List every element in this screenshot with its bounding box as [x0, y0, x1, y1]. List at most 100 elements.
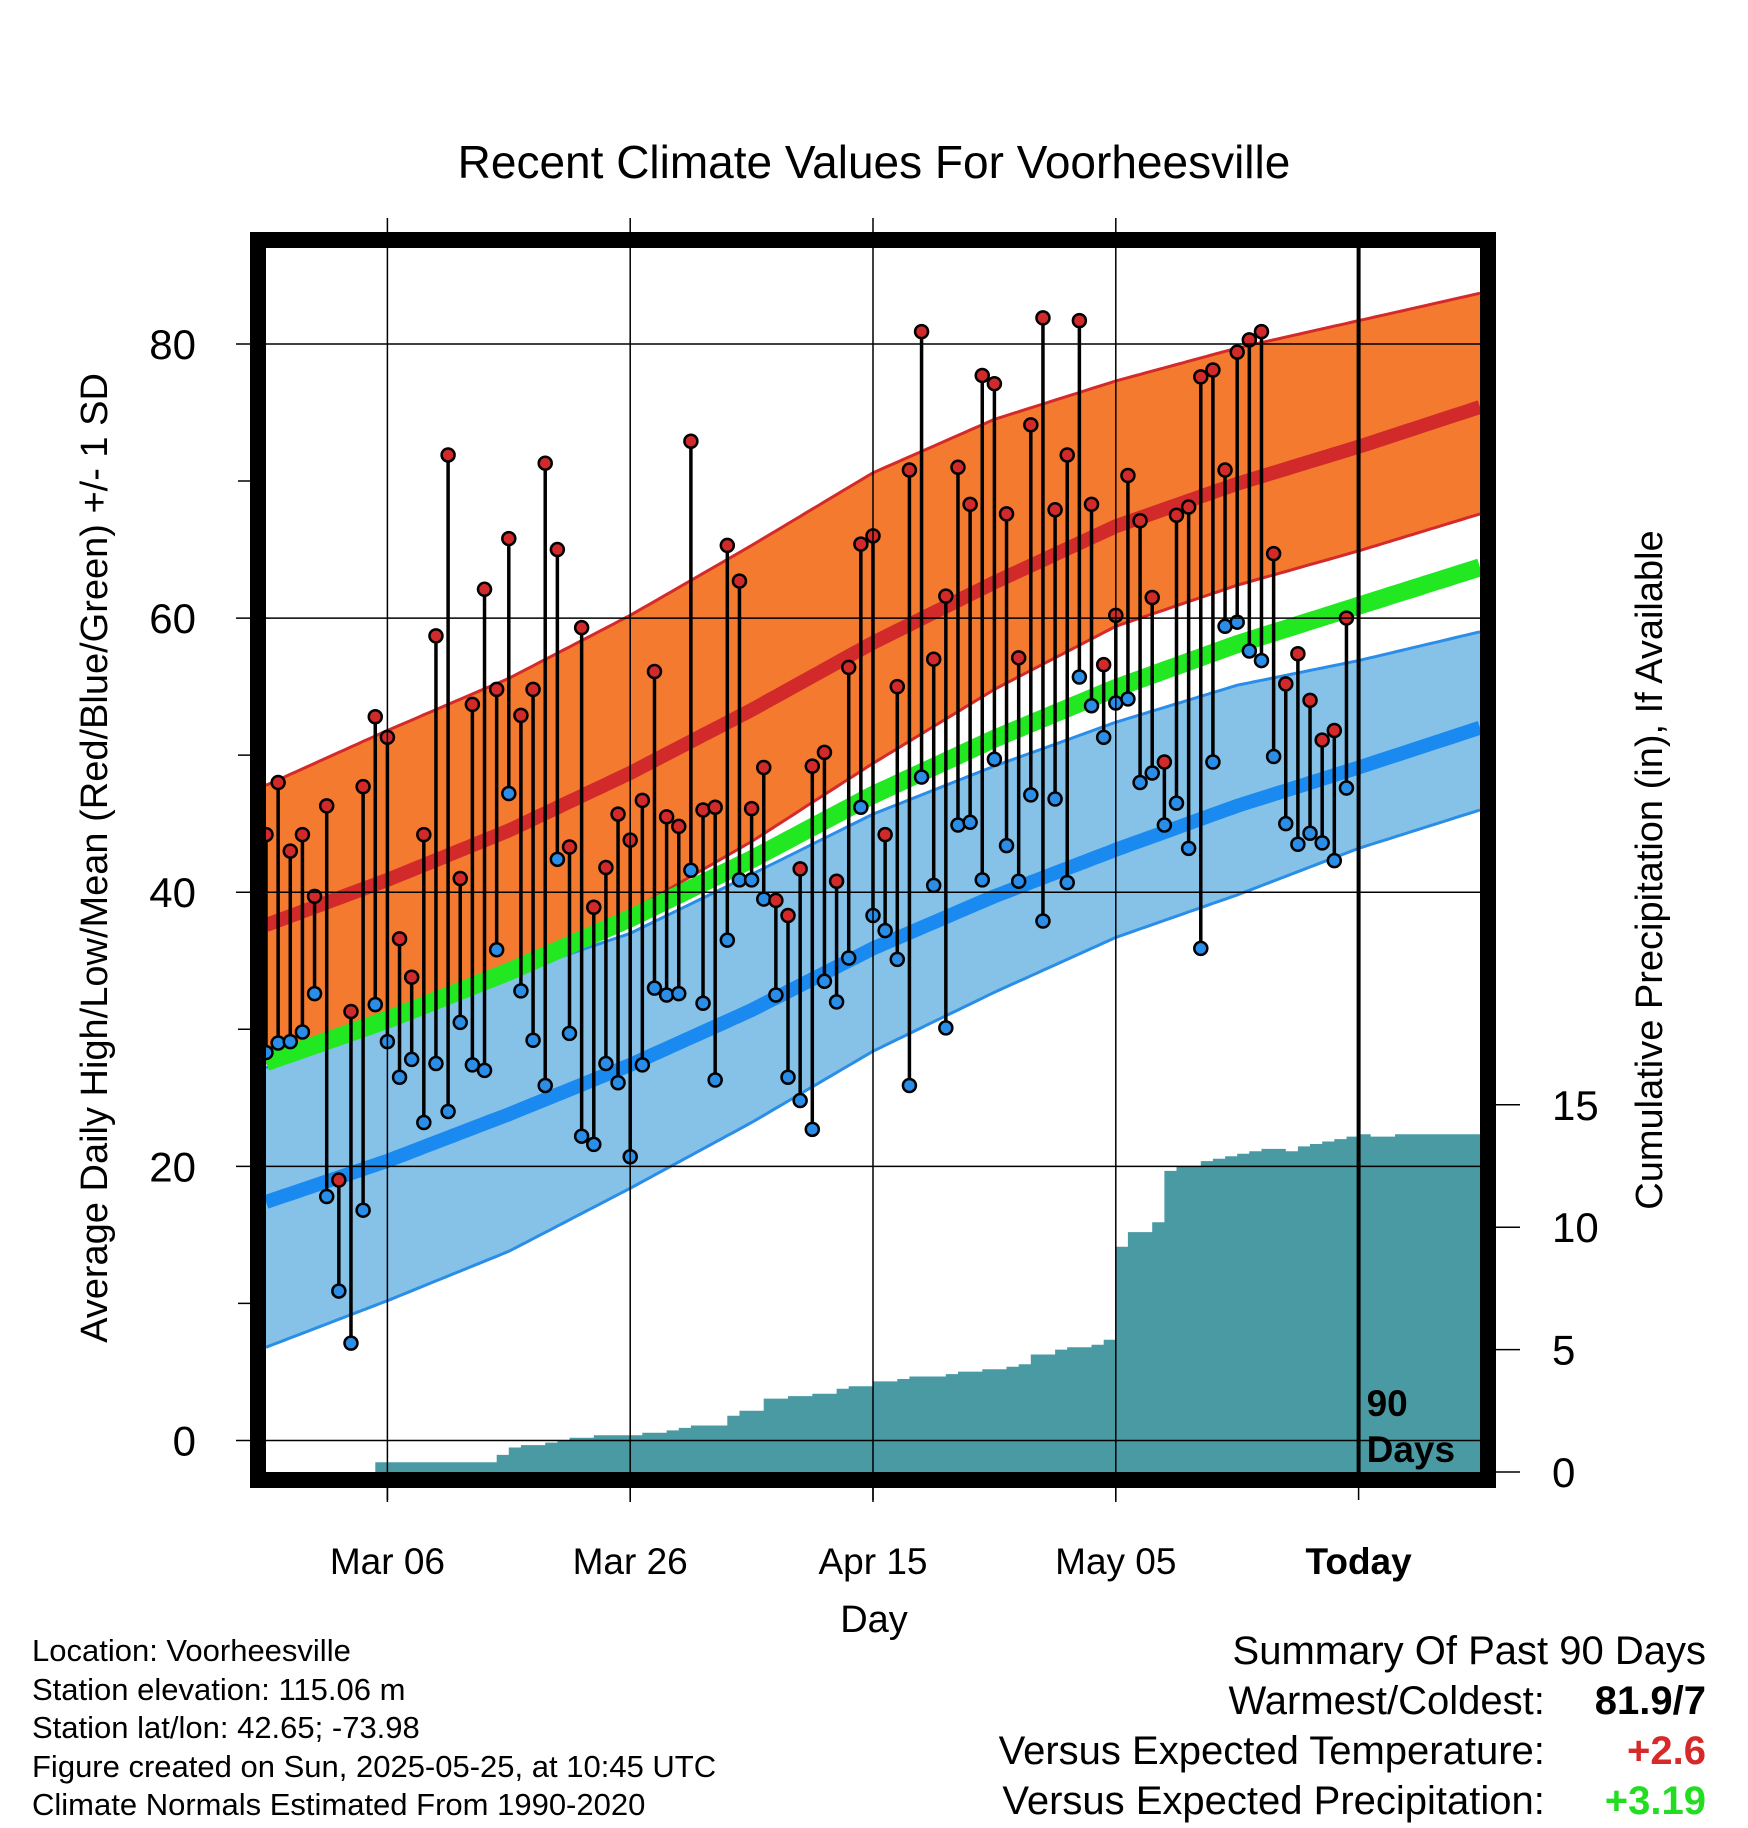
- daily-high-point: [428, 628, 444, 644]
- daily-high-point: [1229, 344, 1245, 360]
- daily-low-point: [1083, 698, 1100, 714]
- daily-low-point: [513, 983, 529, 999]
- daily-low-point: [1278, 815, 1294, 832]
- daily-high-point: [731, 573, 748, 589]
- daily-high-point: [1095, 656, 1112, 673]
- daily-high-point: [938, 588, 954, 604]
- daily-low-point: [1144, 765, 1160, 781]
- daily-high-point: [780, 907, 796, 924]
- plot-area: [258, 291, 1483, 1472]
- daily-low-point: [1132, 774, 1148, 791]
- daily-high-point: [828, 873, 845, 889]
- normals-text: Climate Normals Estimated From 1990-2020: [32, 1787, 646, 1822]
- daily-low-point: [282, 1033, 299, 1050]
- temp-row: Versus Expected Temperature: +2.6: [999, 1726, 1706, 1776]
- daily-high-point: [889, 678, 906, 695]
- precip-row: Versus Expected Precipitation: +3.19: [999, 1776, 1706, 1826]
- y-axis-label: Average Daily High/Low/Mean (Red/Blue/Gr…: [74, 373, 116, 1343]
- daily-high-point: [1314, 732, 1330, 748]
- daily-low-point: [306, 985, 323, 1002]
- daily-high-point: [998, 506, 1015, 522]
- daily-low-point: [889, 951, 906, 968]
- daily-high-point: [501, 530, 517, 547]
- daily-low-point: [695, 995, 711, 1011]
- daily-low-point: [1253, 652, 1270, 669]
- temp-label: Versus Expected Temperature:: [998, 1729, 1545, 1773]
- daily-high-point: [561, 839, 578, 855]
- daily-high-point: [403, 969, 420, 985]
- daily-high-point: [1035, 310, 1051, 326]
- daily-low-point: [1229, 614, 1245, 630]
- daily-high-point: [306, 888, 323, 905]
- daily-low-point: [671, 985, 687, 1002]
- daily-low-point: [1193, 940, 1209, 957]
- x-tick-label: Today: [1305, 1541, 1412, 1582]
- daily-low-point: [950, 817, 966, 833]
- daily-low-point: [428, 1055, 444, 1072]
- daily-low-point: [318, 1188, 335, 1205]
- daily-high-point: [1290, 645, 1306, 662]
- daily-low-point: [464, 1057, 481, 1073]
- daily-low-point: [1241, 643, 1258, 659]
- daily-high-point: [1193, 369, 1209, 385]
- daily-low-point: [1023, 787, 1039, 803]
- daily-high-point: [646, 663, 663, 680]
- x-tick-label: Mar 06: [330, 1541, 445, 1582]
- daily-low-point: [828, 994, 845, 1010]
- y-tick-label: 0: [173, 1417, 196, 1464]
- daily-high-point: [1144, 589, 1160, 606]
- daily-low-point: [1265, 748, 1282, 765]
- daily-low-point: [501, 785, 517, 802]
- y2-tick-label: 10: [1552, 1204, 1599, 1251]
- daily-high-point: [974, 367, 991, 384]
- daily-high-point: [1059, 447, 1075, 463]
- daily-high-point: [853, 536, 869, 552]
- daily-low-point: [452, 1014, 468, 1031]
- daily-high-point: [792, 861, 808, 877]
- daily-low-point: [1290, 836, 1306, 852]
- daily-high-point: [1023, 417, 1039, 433]
- daily-high-point: [573, 619, 590, 636]
- daily-high-point: [1217, 462, 1233, 478]
- location-text: Location: Voorheesville: [32, 1633, 351, 1668]
- daily-low-point: [573, 1128, 590, 1144]
- daily-low-point: [913, 769, 930, 785]
- daily-low-point: [683, 862, 699, 879]
- today-marker-label: 90: [1367, 1383, 1408, 1424]
- daily-high-point: [367, 709, 384, 725]
- daily-low-point: [598, 1055, 614, 1072]
- daily-low-point: [367, 996, 384, 1013]
- x-tick-label: Mar 26: [573, 1541, 688, 1582]
- daily-low-point: [525, 1032, 541, 1048]
- daily-high-point: [294, 826, 311, 843]
- daily-high-point: [1083, 496, 1100, 513]
- daily-low-point: [804, 1121, 821, 1138]
- daily-high-point: [1241, 332, 1258, 348]
- y2-axis-label: Cumulative Precipitation (in), If Availa…: [1629, 530, 1671, 1209]
- daily-high-point: [440, 447, 456, 463]
- daily-high-point: [282, 843, 299, 859]
- daily-high-point: [1071, 312, 1088, 329]
- daily-high-point: [719, 537, 736, 554]
- summary-heading: Summary Of Past 90 Days: [1232, 1629, 1706, 1673]
- daily-high-point: [1180, 499, 1197, 515]
- daily-high-point: [318, 798, 335, 814]
- axes: 90 Days 0 20 40 60 80 0 5 10 15 Mar 06 Mar 26 Apr 15 M…: [149, 218, 1599, 1582]
- daily-low-point: [634, 1057, 651, 1073]
- precip-label: Versus Expected Precipitation:: [1002, 1779, 1545, 1823]
- daily-high-point: [743, 800, 760, 817]
- daily-low-point: [768, 987, 784, 1003]
- daily-low-point: [549, 851, 566, 868]
- daily-high-point: [270, 774, 286, 791]
- daily-high-point: [525, 681, 541, 698]
- daily-low-point: [1326, 852, 1343, 869]
- daily-low-point: [840, 950, 857, 966]
- daily-high-point: [331, 1172, 347, 1188]
- y-tick-label: 20: [149, 1143, 196, 1190]
- daily-low-point: [343, 1335, 359, 1351]
- warmest-value: 81.9/7: [1594, 1679, 1706, 1723]
- daily-low-point: [1071, 669, 1088, 685]
- daily-low-point: [610, 1074, 626, 1091]
- daily-low-point: [1059, 874, 1075, 891]
- daily-high-point: [634, 792, 651, 809]
